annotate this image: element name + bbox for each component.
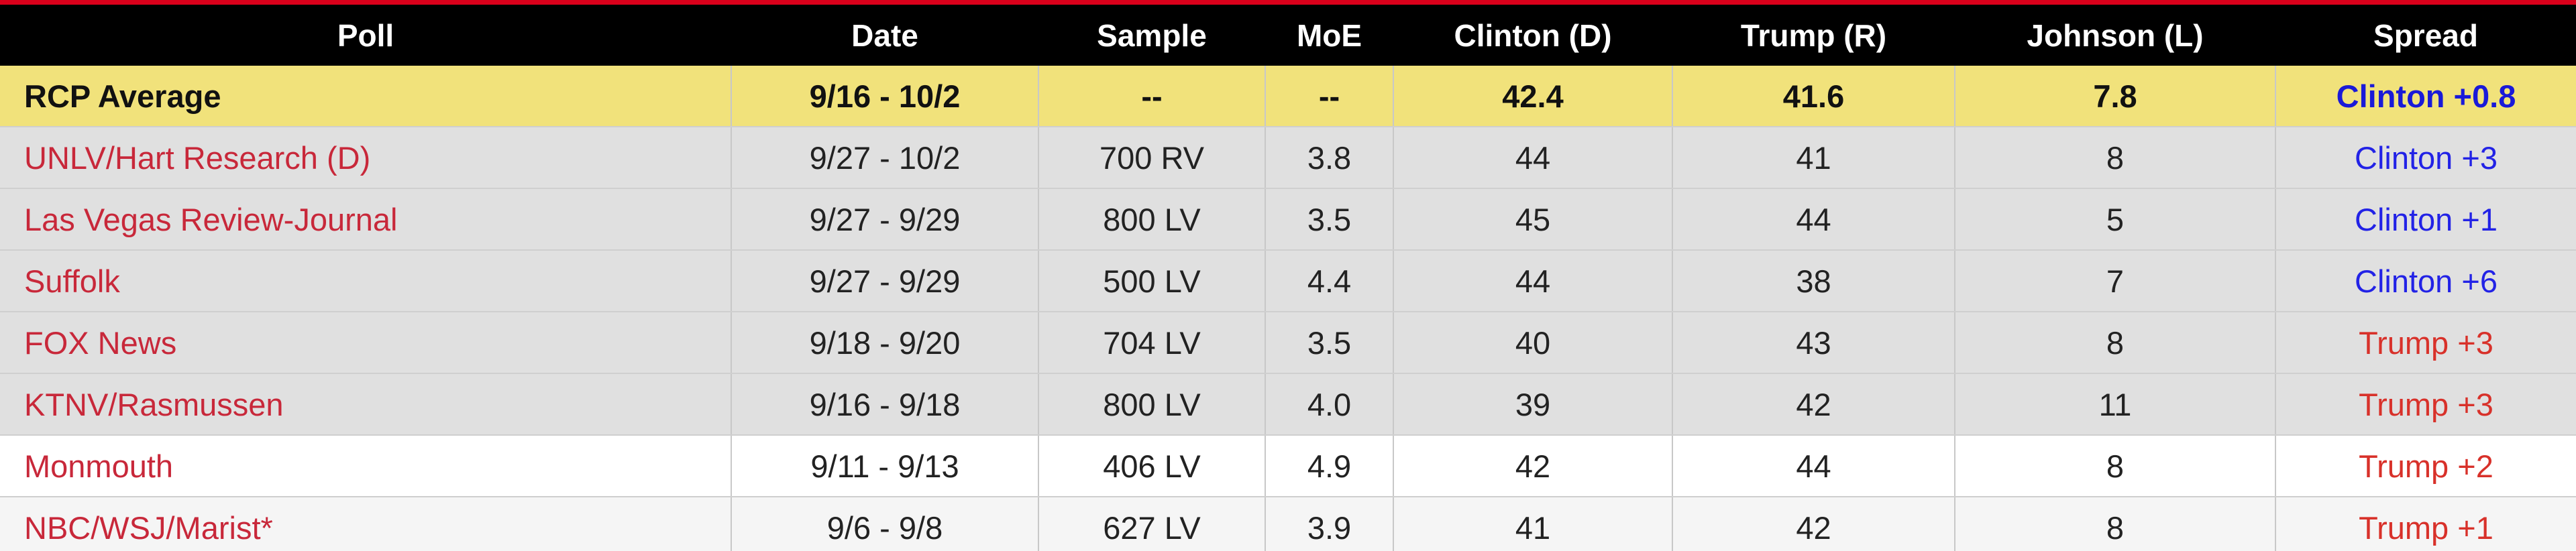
cell: 44	[1672, 188, 1955, 251]
poll-name: Suffolk	[0, 250, 731, 312]
cell: 4.4	[1265, 250, 1393, 312]
cell: 4.0	[1265, 373, 1393, 436]
cell: Trump +3	[2275, 373, 2576, 436]
column-header: Trump (R)	[1672, 2, 1955, 66]
cell: 9/18 - 9/20	[731, 312, 1038, 374]
poll-row: KTNV/Rasmussen 9/16 - 9/18 800 LV 4.0 39 42 11…	[0, 373, 2576, 436]
poll-row: NBC/WSJ/Marist* 9/6 - 9/8 627 LV 3.9 41 42 8 Tr…	[0, 497, 2576, 551]
poll-row: Las Vegas Review-Journal 9/27 - 9/29 800 L…	[0, 188, 2576, 251]
cell: Trump +2	[2275, 435, 2576, 497]
cell: Clinton +3	[2275, 127, 2576, 189]
cell: 800 LV	[1038, 188, 1265, 251]
cell: 41.6	[1672, 66, 1955, 127]
cell: 42	[1393, 435, 1672, 497]
poll-name: NBC/WSJ/Marist*	[0, 497, 731, 551]
cell: 8	[1954, 127, 2275, 189]
cell: 3.8	[1265, 127, 1393, 189]
cell: 7.8	[1954, 66, 2275, 127]
poll-row: FOX News 9/18 - 9/20 704 LV 3.5 40 43 8 Trump +…	[0, 312, 2576, 374]
cell: 42.4	[1393, 66, 1672, 127]
cell: Clinton +0.8	[2275, 66, 2576, 127]
cell: 8	[1954, 435, 2275, 497]
cell: 9/27 - 9/29	[731, 188, 1038, 251]
poll-row: UNLV/Hart Research (D) 9/27 - 10/2 700 RV 3…	[0, 127, 2576, 189]
cell: 4.9	[1265, 435, 1393, 497]
cell: 45	[1393, 188, 1672, 251]
cell: 9/27 - 10/2	[731, 127, 1038, 189]
cell: 500 LV	[1038, 250, 1265, 312]
column-header: Sample	[1038, 2, 1265, 66]
cell: 627 LV	[1038, 497, 1265, 551]
cell: 44	[1393, 250, 1672, 312]
poll-name: FOX News	[0, 312, 731, 374]
cell: 3.9	[1265, 497, 1393, 551]
cell: Clinton +6	[2275, 250, 2576, 312]
cell: 11	[1954, 373, 2275, 436]
cell: 704 LV	[1038, 312, 1265, 374]
average-row: RCP Average 9/16 - 10/2 -- -- 42.4 41.6 7.8 Cli…	[0, 66, 2576, 127]
cell: 41	[1672, 127, 1955, 189]
cell: 8	[1954, 497, 2275, 551]
cell: --	[1265, 66, 1393, 127]
cell: 9/16 - 9/18	[731, 373, 1038, 436]
cell: 38	[1672, 250, 1955, 312]
poll-name: Las Vegas Review-Journal	[0, 188, 731, 251]
column-header: MoE	[1265, 2, 1393, 66]
cell: 406 LV	[1038, 435, 1265, 497]
cell: Trump +3	[2275, 312, 2576, 374]
cell: 3.5	[1265, 188, 1393, 251]
poll-name: KTNV/Rasmussen	[0, 373, 731, 436]
poll-name: Monmouth	[0, 435, 731, 497]
poll-name: UNLV/Hart Research (D)	[0, 127, 731, 189]
cell: 5	[1954, 188, 2275, 251]
cell: 9/6 - 9/8	[731, 497, 1038, 551]
cell: 8	[1954, 312, 2275, 374]
column-header: Spread	[2275, 2, 2576, 66]
cell: 44	[1672, 435, 1955, 497]
cell: 3.5	[1265, 312, 1393, 374]
cell: 7	[1954, 250, 2275, 312]
column-header: Poll	[0, 2, 731, 66]
header-row: Poll Date Sample MoE Clinton (D) Trump (R) Joh…	[0, 2, 2576, 66]
cell: 9/16 - 10/2	[731, 66, 1038, 127]
cell: 42	[1672, 373, 1955, 436]
poll-name: RCP Average	[0, 66, 731, 127]
cell: --	[1038, 66, 1265, 127]
cell: 700 RV	[1038, 127, 1265, 189]
cell: 41	[1393, 497, 1672, 551]
cell: 42	[1672, 497, 1955, 551]
cell: 9/27 - 9/29	[731, 250, 1038, 312]
table-body: RCP Average 9/16 - 10/2 -- -- 42.4 41.6 7.8 Cli…	[0, 66, 2576, 551]
cell: 800 LV	[1038, 373, 1265, 436]
cell: 40	[1393, 312, 1672, 374]
cell: 44	[1393, 127, 1672, 189]
column-header: Johnson (L)	[1955, 2, 2275, 66]
column-header: Clinton (D)	[1393, 2, 1672, 66]
poll-row: Suffolk 9/27 - 9/29 500 LV 4.4 44 38 7 Clinton …	[0, 250, 2576, 312]
cell: Trump +1	[2275, 497, 2576, 551]
cell: Clinton +1	[2275, 188, 2576, 251]
cell: 43	[1672, 312, 1955, 374]
table-header: Poll Date Sample MoE Clinton (D) Trump (R) Joh…	[0, 2, 2576, 66]
column-header: Date	[731, 2, 1038, 66]
cell: 9/11 - 9/13	[731, 435, 1038, 497]
poll-row: Monmouth 9/11 - 9/13 406 LV 4.9 42 44 8 Trump +…	[0, 435, 2576, 497]
cell: 39	[1393, 373, 1672, 436]
